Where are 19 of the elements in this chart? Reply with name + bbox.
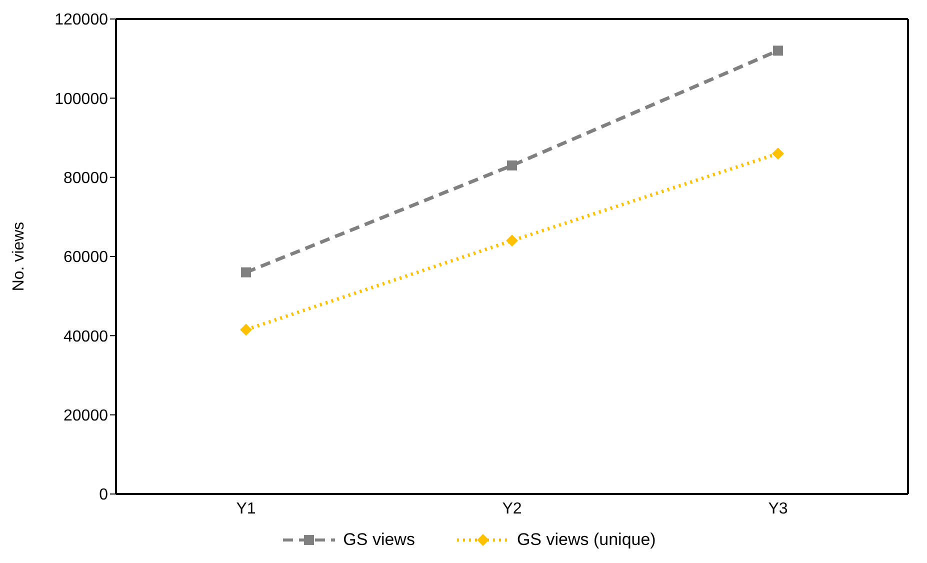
x-tick-label: Y1 [236,500,256,518]
y-tick-label: 120000 [54,12,108,29]
point [506,234,518,247]
point [773,46,783,56]
point [240,324,252,336]
y-tick-label: 0 [99,486,108,504]
y-tick-label: 60000 [64,249,108,266]
point [241,267,251,278]
x-tick-label: Y3 [768,500,788,518]
legend-label: GS views [343,530,415,550]
legend-label: GS views (unique) [516,530,656,550]
y-tick-label: 80000 [64,170,108,188]
point [772,148,784,160]
y-tick-label: 20000 [64,408,108,425]
y-axis-title: No. views [10,222,28,292]
x-tick-label: Y2 [502,500,522,518]
y-tick-label: 100000 [54,90,108,108]
y-tick-label: 40000 [64,328,108,346]
point [507,160,517,170]
